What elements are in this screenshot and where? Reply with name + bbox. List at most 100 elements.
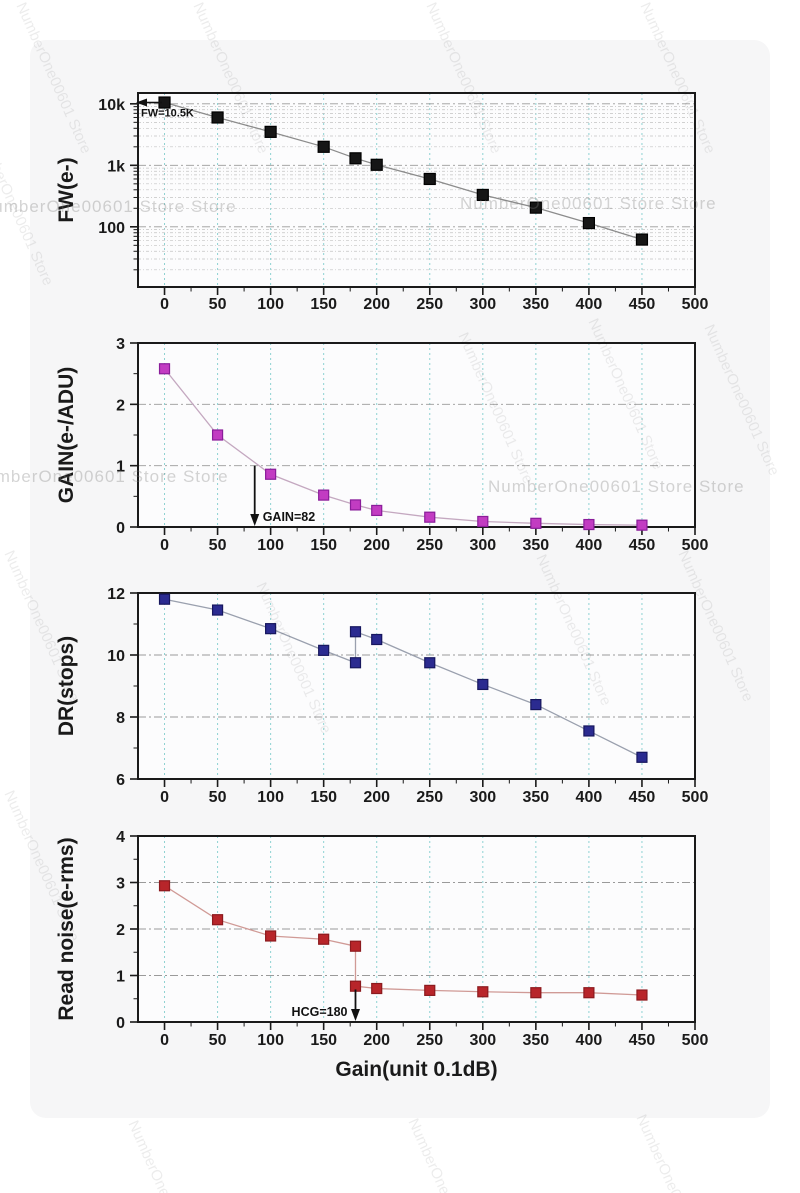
x-tick-label: 0 xyxy=(160,537,169,554)
annotation-label: FW=10.5K xyxy=(141,108,194,120)
x-tick-label: 200 xyxy=(363,1032,390,1049)
x-tick-label: 0 xyxy=(160,789,169,806)
x-axis-title: Gain(unit 0.1dB) xyxy=(335,1058,498,1081)
x-tick-label: 300 xyxy=(469,296,496,313)
y-tick-label: 2 xyxy=(116,397,125,414)
data-point xyxy=(349,657,362,669)
x-tick-label: 100 xyxy=(257,537,284,554)
data-point xyxy=(424,511,436,523)
data-point xyxy=(158,363,171,375)
y-tick-label: 0 xyxy=(116,520,125,537)
data-point xyxy=(370,158,383,171)
y-tick-label: 100 xyxy=(98,220,125,237)
data-point xyxy=(211,914,224,926)
data-point xyxy=(211,604,224,616)
data-point xyxy=(424,984,436,996)
data-point xyxy=(264,125,277,138)
x-tick-label: 150 xyxy=(310,537,337,554)
data-point xyxy=(636,519,648,531)
x-tick-label: 450 xyxy=(629,789,656,806)
y-axis-title: DR(stops) xyxy=(55,636,78,736)
data-point xyxy=(371,633,383,646)
data-point xyxy=(318,933,330,945)
x-tick-label: 500 xyxy=(682,789,709,806)
annotation-label: HCG=180 xyxy=(292,1005,348,1019)
data-point xyxy=(476,188,489,202)
data-point xyxy=(635,233,649,246)
data-point xyxy=(583,518,595,531)
data-point xyxy=(349,940,362,952)
x-tick-label: 300 xyxy=(469,789,496,806)
x-tick-label: 250 xyxy=(416,537,443,554)
x-tick-label: 100 xyxy=(257,789,284,806)
y-axis-title: FW(e-) xyxy=(55,157,78,222)
x-tick-label: 150 xyxy=(310,296,337,313)
data-point xyxy=(529,201,542,214)
data-point xyxy=(211,429,224,441)
x-tick-label: 500 xyxy=(682,537,709,554)
chart-readnoise: 0 50 100 150 200 250 300 350 400 450 500 0 1 2 3 4 Read … xyxy=(55,829,708,1049)
data-point xyxy=(349,152,362,165)
annotation-label: GAIN=82 xyxy=(263,510,316,524)
data-point xyxy=(265,468,277,480)
x-tick-label: 400 xyxy=(576,537,603,554)
x-tick-label: 350 xyxy=(523,1032,550,1049)
y-tick-label: 1 xyxy=(116,969,125,986)
y-tick-label: 2 xyxy=(116,922,125,939)
x-tick-label: 50 xyxy=(209,789,227,806)
plot-area xyxy=(138,593,695,779)
y-tick-label: 3 xyxy=(116,336,125,353)
y-tick-label: 3 xyxy=(116,876,125,893)
data-point xyxy=(530,698,542,711)
y-tick-label: 1k xyxy=(107,158,125,175)
chart-fw: 0 50 100 150 200 250 300 350 400 450 500 100 1k 10k FW… xyxy=(55,92,708,313)
annotation-arrowhead xyxy=(350,1009,360,1021)
x-tick-label: 50 xyxy=(209,537,227,554)
y-tick-label: 8 xyxy=(116,710,125,727)
x-tick-label: 250 xyxy=(416,789,443,806)
x-tick-label: 200 xyxy=(363,537,390,554)
y-tick-label: 6 xyxy=(116,772,125,789)
y-tick-label: 0 xyxy=(116,1015,125,1032)
data-point xyxy=(265,623,277,635)
data-point xyxy=(318,644,330,656)
y-tick-label: 1 xyxy=(116,459,125,476)
data-point xyxy=(158,593,171,605)
y-tick-label: 4 xyxy=(116,829,125,846)
x-tick-label: 300 xyxy=(469,537,496,554)
x-tick-label: 150 xyxy=(310,1032,337,1049)
data-point xyxy=(636,989,648,1001)
data-point xyxy=(582,216,596,230)
data-point xyxy=(530,517,542,529)
data-point xyxy=(583,725,595,737)
x-tick-label: 450 xyxy=(629,1032,656,1049)
annotation-arrowhead xyxy=(250,514,260,526)
chart-dr: 0 50 100 150 200 250 300 350 400 450 500 6 8 10 12 DR(s… xyxy=(55,586,708,806)
x-tick-label: 200 xyxy=(363,789,390,806)
data-point xyxy=(371,982,383,995)
plot-area xyxy=(138,343,695,527)
data-point xyxy=(477,515,489,528)
x-tick-label: 350 xyxy=(523,296,550,313)
data-point xyxy=(636,751,648,763)
x-tick-label: 350 xyxy=(523,537,550,554)
x-tick-label: 450 xyxy=(629,296,656,313)
y-tick-label: 12 xyxy=(107,586,125,603)
x-tick-label: 400 xyxy=(576,789,603,806)
chart-gain: 0 50 100 150 200 250 300 350 400 450 500 0 1 2 3 GAIN(e… xyxy=(55,336,708,554)
y-tick-label: 10k xyxy=(98,97,125,114)
x-tick-label: 0 xyxy=(160,1032,169,1049)
data-point xyxy=(423,172,436,186)
x-tick-label: 450 xyxy=(629,537,656,554)
x-tick-label: 150 xyxy=(310,789,337,806)
data-point xyxy=(318,489,330,501)
y-axis-title: GAIN(e-/ADU) xyxy=(55,367,78,504)
series-line-dr xyxy=(164,598,643,758)
data-point xyxy=(583,987,595,999)
x-tick-label: 200 xyxy=(363,296,390,313)
x-tick-label: 400 xyxy=(576,1032,603,1049)
data-point xyxy=(211,111,224,124)
x-tick-label: 100 xyxy=(257,296,284,313)
